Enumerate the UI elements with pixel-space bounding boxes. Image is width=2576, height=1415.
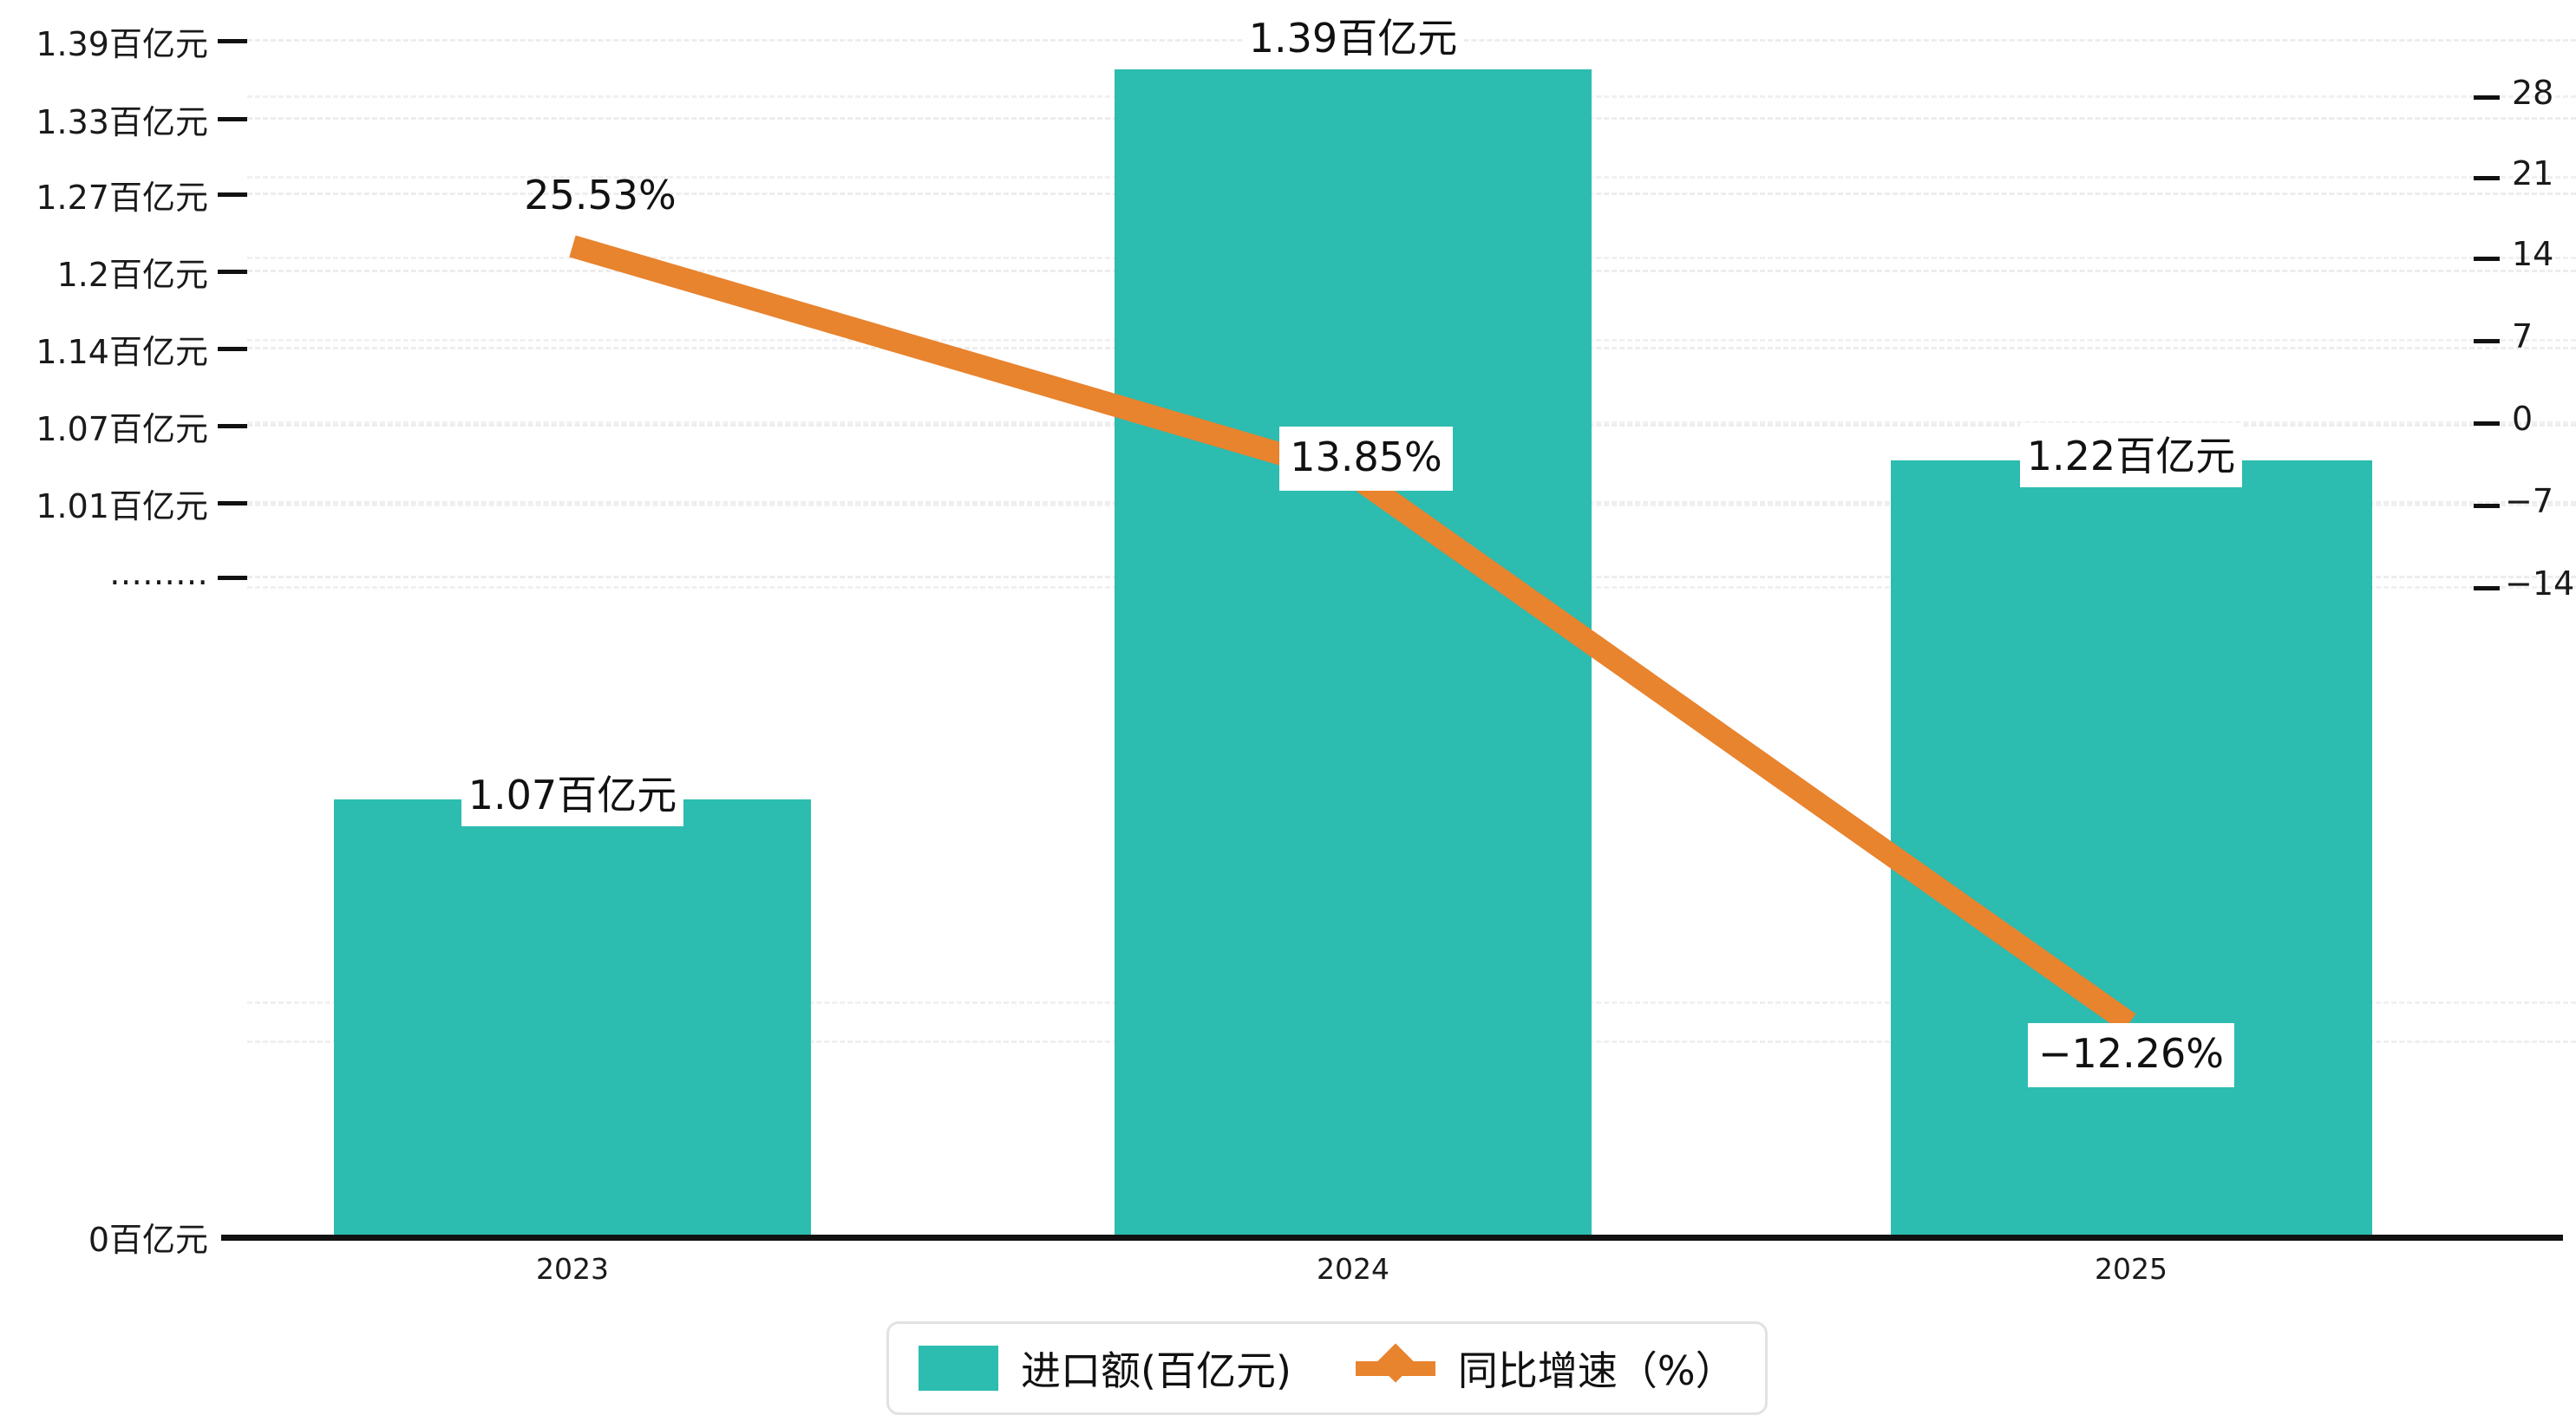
x-tick-2023: 2023 [536, 1252, 609, 1286]
y-tick [218, 270, 247, 274]
y2-tick [2474, 95, 2500, 100]
line-label-2025: −12.26% [2028, 1023, 2234, 1087]
x-tick-2025: 2025 [2095, 1252, 2167, 1286]
y2-tick [2474, 504, 2500, 508]
bar-label-2025: 1.22百亿元 [2019, 423, 2243, 487]
bar-2025[interactable] [1891, 460, 2372, 1235]
bar-label-2024: 1.39百亿元 [1241, 5, 1465, 69]
y-axis-label: 1.27百亿元 [36, 179, 208, 217]
y-axis-label: 1.33百亿元 [36, 103, 208, 141]
y2-axis-label: 14 [2512, 235, 2554, 273]
y-axis-label: 1.2百亿元 [56, 256, 208, 294]
x-axis-line [221, 1235, 2563, 1241]
bar-2023[interactable] [334, 799, 811, 1235]
y-axis-label: 1.01百亿元 [36, 487, 208, 525]
line-label-2023: 25.53% [524, 172, 677, 218]
y-axis-label-truncated: ……… [109, 554, 208, 592]
y-tick [218, 347, 247, 351]
legend-item-import-value[interactable]: 进口额(百亿元) [919, 1340, 1291, 1397]
y2-tick [2474, 257, 2500, 261]
y-tick [218, 501, 247, 505]
line-label-2024: 13.85% [1279, 427, 1453, 491]
y-axis-label: 1.39百亿元 [36, 25, 208, 63]
y2-axis-label: 0 [2512, 400, 2534, 438]
y-tick [218, 424, 247, 428]
bar-label-2023: 1.07百亿元 [461, 762, 684, 826]
y-tick [218, 117, 247, 121]
y2-tick [2474, 421, 2500, 426]
y2-tick [2474, 176, 2500, 180]
y2-axis-label: 21 [2512, 154, 2554, 192]
y2-axis-label: −14 [2505, 564, 2575, 603]
y2-axis-label: 7 [2512, 317, 2534, 355]
y2-axis-label: −7 [2505, 482, 2554, 520]
legend-item-growth-rate[interactable]: 同比增速（%） [1355, 1340, 1736, 1397]
legend-label-import-value: 进口额(百亿元) [1021, 1347, 1291, 1394]
bar-swatch-icon [919, 1346, 998, 1391]
y-tick [218, 192, 247, 197]
chart-legend: 进口额(百亿元) 同比增速（%） [886, 1321, 1768, 1415]
y-tick [218, 39, 247, 43]
y-axis-label: 1.14百亿元 [36, 333, 208, 371]
y-axis-label: 1.07百亿元 [36, 410, 208, 448]
y-tick [218, 576, 247, 580]
y-axis-label-zero: 0百亿元 [88, 1221, 208, 1259]
y2-tick [2474, 339, 2500, 343]
y2-tick [2474, 586, 2500, 590]
x-tick-2024: 2024 [1317, 1252, 1389, 1286]
y2-axis-label: 28 [2512, 74, 2554, 112]
legend-label-growth-rate: 同比增速（%） [1457, 1347, 1736, 1394]
line-diamond-marker-icon [1355, 1343, 1435, 1391]
bar-2024[interactable] [1115, 69, 1592, 1235]
